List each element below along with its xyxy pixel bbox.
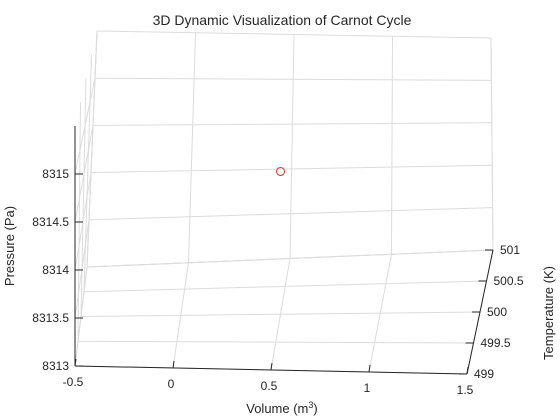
x-tick-label: 1.5: [457, 383, 474, 397]
z-grid-line: [88, 207, 493, 221]
y-grid-line: [80, 311, 481, 317]
x-grid-line: [289, 34, 295, 259]
y-tick-label: 499.5: [481, 336, 511, 350]
x-tick-label: -0.5: [63, 375, 84, 389]
y-tick-label: 500: [487, 305, 507, 319]
box-edge: [86, 249, 494, 268]
y-axis-label: Temperature (K): [541, 266, 556, 360]
box-edge: [86, 30, 98, 268]
box-edge: [490, 37, 494, 251]
x-grid-line: [188, 32, 196, 263]
data-layer: [276, 166, 285, 176]
x-tick-mark: [172, 360, 175, 369]
z-axis-label: Pressure (Pa): [2, 206, 17, 286]
y-tick-label: 501: [500, 243, 520, 257]
x-grid-line: [391, 36, 393, 255]
y-grid-line: [80, 78, 87, 317]
z-tick-label: 8313.5: [32, 311, 69, 325]
x-tick-mark: [466, 366, 469, 375]
x-tick-label: 0: [168, 377, 175, 391]
box-edge: [96, 30, 492, 39]
box-edge: [74, 266, 88, 367]
z-grid-line: [74, 172, 92, 271]
x-tick-mark: [368, 364, 371, 373]
z-grid-line: [74, 78, 96, 175]
y-grid-line: [77, 340, 474, 344]
x-tick-label: 0.5: [261, 379, 278, 393]
z-grid-line: [94, 77, 492, 81]
z-tick-label: 8313: [42, 359, 69, 373]
y-grid-line: [83, 280, 487, 293]
y-grid-line: [83, 54, 92, 292]
y-tick-label: 499: [474, 367, 494, 381]
x-tick-mark: [270, 362, 273, 371]
z-grid-line: [92, 122, 492, 126]
z-grid-line: [90, 164, 493, 174]
data-point-marker: [276, 166, 285, 176]
z-grid-line: [74, 219, 90, 319]
x-tick-label: 1: [364, 381, 371, 395]
z-tick-label: 8315: [42, 167, 69, 181]
chart-title: 3D Dynamic Visualization of Carnot Cycle: [153, 12, 412, 28]
grid-layer: [74, 30, 494, 375]
x-tick-mark: [74, 358, 77, 367]
z-grid-line: [74, 125, 94, 223]
z-tick-label: 8314: [42, 263, 69, 277]
z-tick-label: 8314.5: [32, 215, 69, 229]
y-tick-label: 500.5: [494, 274, 524, 288]
x-axis-label: Volume (m3): [246, 400, 318, 416]
